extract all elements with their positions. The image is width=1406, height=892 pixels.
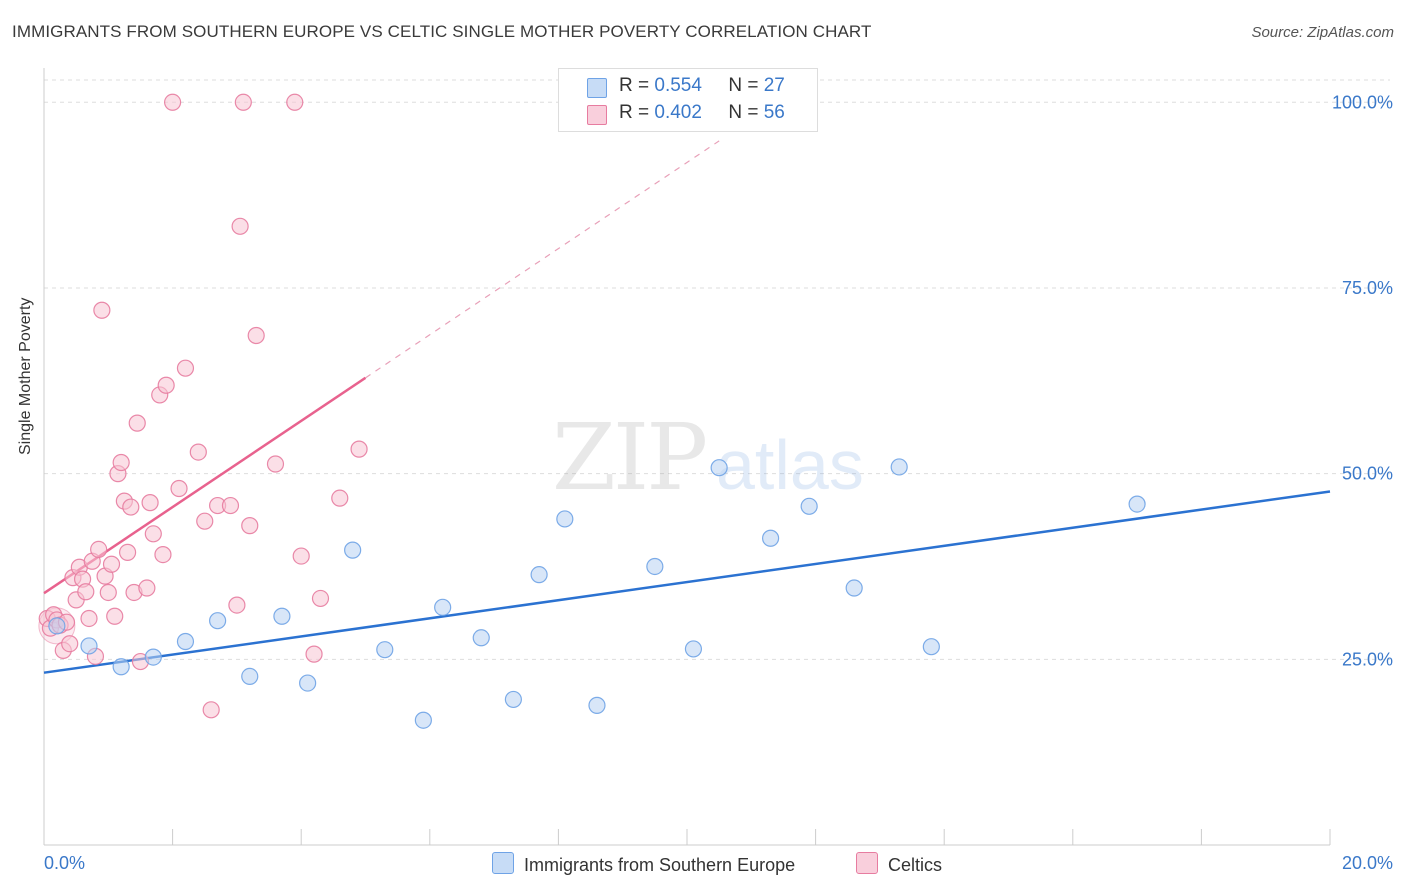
- point-celtics: [144, 525, 162, 543]
- point-celtics: [241, 517, 259, 535]
- point-celtics: [77, 583, 95, 601]
- legend-r-label: R =: [619, 75, 650, 96]
- point-southern-europe: [761, 529, 780, 547]
- point-celtics: [93, 301, 111, 319]
- point-southern-europe: [504, 690, 522, 709]
- point-celtics: [170, 479, 188, 498]
- point-celtics: [350, 440, 368, 458]
- legend-r-value: 0.402: [654, 102, 702, 123]
- point-celtics: [292, 547, 310, 565]
- point-celtics: [80, 609, 98, 628]
- point-celtics: [266, 455, 285, 473]
- point-celtics: [90, 540, 108, 558]
- legend-r-label: R =: [619, 102, 650, 123]
- x-tick-label: 0.0%: [44, 853, 85, 873]
- y-tick-label: 25.0%: [1342, 649, 1393, 669]
- watermark-atlas: atlas: [716, 426, 864, 504]
- point-celtics: [231, 217, 249, 235]
- bottom-legend-label: Celtics: [888, 855, 943, 875]
- point-southern-europe: [588, 696, 606, 714]
- tick-labels: 25.0% 50.0% 75.0% 100.0% 0.0% 20.0%: [44, 92, 1393, 873]
- point-southern-europe: [344, 541, 362, 559]
- point-southern-europe: [646, 557, 664, 576]
- bottom-legend-swatch-pink: [856, 852, 878, 874]
- point-southern-europe: [800, 497, 818, 515]
- point-celtics: [189, 443, 207, 461]
- watermark: ZIP atlas: [552, 404, 864, 511]
- legend-n-label: N =: [728, 102, 759, 123]
- grid-lines: [44, 79, 1390, 660]
- point-celtics: [154, 545, 172, 564]
- y-tick-label: 75.0%: [1342, 278, 1393, 298]
- trend-line-celtics-extension: [365, 140, 720, 379]
- point-southern-europe: [845, 579, 863, 597]
- point-southern-europe: [434, 598, 452, 616]
- point-southern-europe: [710, 459, 728, 477]
- point-southern-europe: [556, 510, 574, 528]
- point-celtics: [118, 543, 137, 561]
- watermark-zip: ZIP: [552, 404, 705, 511]
- point-celtics: [286, 93, 304, 111]
- point-southern-europe: [472, 629, 490, 647]
- point-southern-europe: [684, 640, 703, 658]
- legend-swatch-pink: [587, 105, 607, 125]
- point-celtics: [176, 359, 195, 377]
- point-southern-europe: [241, 667, 259, 686]
- legend-n-value: 56: [763, 102, 785, 123]
- point-celtics: [61, 635, 79, 653]
- point-celtics: [221, 496, 240, 515]
- point-celtics: [106, 607, 124, 625]
- point-southern-europe: [112, 658, 130, 676]
- point-southern-europe: [922, 638, 940, 656]
- point-southern-europe: [176, 632, 195, 651]
- bottom-legend-label: Immigrants from Southern Europe: [524, 855, 796, 875]
- point-celtics: [331, 489, 349, 507]
- point-celtics: [311, 589, 330, 608]
- point-celtics: [102, 555, 121, 573]
- axes: [43, 68, 1331, 846]
- point-southern-europe: [80, 637, 98, 655]
- point-celtics: [99, 583, 117, 602]
- point-southern-europe: [273, 607, 291, 625]
- point-celtics: [141, 494, 159, 512]
- point-celtics: [305, 645, 323, 663]
- point-southern-europe: [48, 617, 66, 635]
- point-celtics: [202, 701, 220, 719]
- point-celtics: [234, 93, 252, 111]
- point-celtics: [157, 376, 175, 394]
- bottom-legend-southern-europe[interactable]: Immigrants from Southern Europe: [492, 852, 795, 876]
- point-southern-europe: [209, 612, 227, 630]
- trend-line-southern-europe: [43, 490, 1331, 674]
- data-points: [38, 93, 1146, 729]
- y-tick-label: 100.0%: [1332, 92, 1393, 112]
- point-southern-europe: [890, 458, 908, 476]
- point-southern-europe: [1128, 495, 1146, 513]
- point-celtics: [228, 596, 246, 614]
- point-celtics: [164, 93, 182, 111]
- point-celtics: [138, 579, 156, 597]
- point-southern-europe: [299, 674, 317, 692]
- point-celtics: [247, 326, 265, 345]
- bottom-legend-celtics[interactable]: Celtics: [856, 852, 942, 876]
- point-celtics: [196, 512, 214, 530]
- y-tick-label: 50.0%: [1342, 464, 1393, 484]
- point-southern-europe: [144, 648, 162, 666]
- legend: R = 0.554 N = 27 R = 0.402 N = 56: [558, 68, 818, 132]
- legend-n-value: 27: [763, 75, 785, 96]
- bottom-legend-swatch-blue: [492, 852, 514, 874]
- point-southern-europe: [414, 711, 432, 729]
- legend-swatch-blue: [587, 78, 607, 98]
- x-tick-label: 20.0%: [1342, 853, 1393, 873]
- chart-title: IMMIGRANTS FROM SOUTHERN EUROPE VS CELTI…: [12, 22, 872, 41]
- source-label: Source: ZipAtlas.com: [1251, 24, 1394, 41]
- legend-n-label: N =: [728, 75, 759, 96]
- legend-r-value: 0.554: [654, 75, 702, 96]
- point-celtics: [128, 414, 146, 432]
- point-celtics: [112, 453, 130, 472]
- point-southern-europe: [530, 566, 548, 584]
- point-southern-europe: [376, 641, 394, 659]
- point-celtics: [122, 498, 140, 516]
